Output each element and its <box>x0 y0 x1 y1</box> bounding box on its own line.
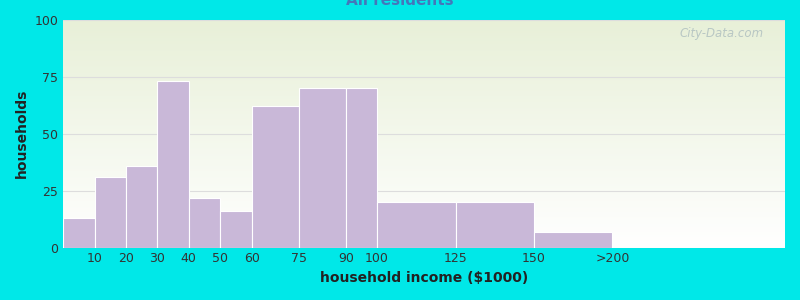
Bar <box>251 106 298 248</box>
Bar <box>346 88 377 247</box>
Text: City-Data.com: City-Data.com <box>679 27 763 40</box>
Bar <box>189 197 220 248</box>
Bar <box>126 166 158 248</box>
X-axis label: household income ($1000): household income ($1000) <box>320 271 528 285</box>
Bar <box>63 218 94 248</box>
Y-axis label: households: households <box>15 89 29 178</box>
Bar <box>534 232 613 247</box>
Bar <box>455 202 534 248</box>
Bar <box>94 177 126 248</box>
Bar <box>298 88 346 247</box>
Bar <box>158 81 189 248</box>
Text: All residents: All residents <box>346 0 454 8</box>
Bar <box>377 202 455 248</box>
Bar <box>220 211 251 248</box>
